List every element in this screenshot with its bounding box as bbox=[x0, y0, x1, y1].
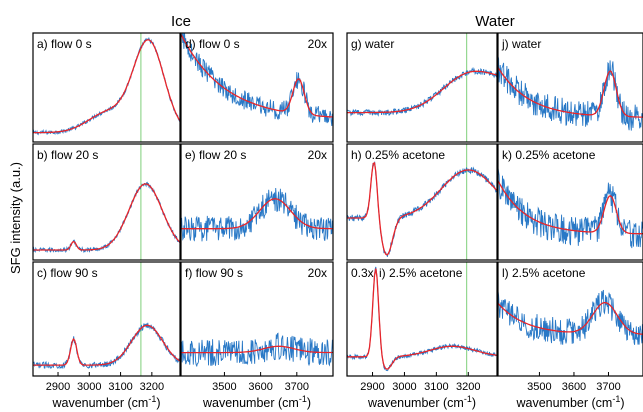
panel-e: e) flow 20 s 20x bbox=[180, 143, 334, 261]
panel-d: d) flow 0 s 20x bbox=[180, 32, 334, 143]
panel-frame bbox=[180, 261, 334, 377]
panel-frame bbox=[346, 261, 498, 377]
fit-curve bbox=[498, 301, 643, 335]
panel-label: h) 0.25% acetone bbox=[351, 148, 445, 162]
data-trace bbox=[347, 161, 497, 257]
x-tick-label: 3100 bbox=[108, 381, 132, 393]
x-tick-label: 3200 bbox=[140, 381, 164, 393]
group-title-ice: Ice bbox=[171, 13, 191, 30]
data-trace bbox=[498, 289, 643, 345]
x-tick-label: 3100 bbox=[424, 381, 448, 393]
x-tick-label: 3600 bbox=[562, 381, 586, 393]
data-trace bbox=[498, 167, 643, 249]
x-tick-label: 2900 bbox=[360, 381, 384, 393]
panel-h: h) 0.25% acetone bbox=[346, 143, 498, 261]
panel-frame bbox=[32, 32, 181, 143]
data-trace bbox=[347, 266, 497, 372]
x-labels-layer: wavenumber (cm-1) wavenumber (cm-1) wavenu… bbox=[51, 394, 624, 410]
x-tick-label: 3500 bbox=[527, 381, 551, 393]
panel-label: i) 2.5% acetone bbox=[379, 266, 463, 280]
x-tick-label: 3600 bbox=[248, 381, 272, 393]
panel-label: g) water bbox=[351, 37, 394, 51]
panel-frame bbox=[497, 261, 643, 377]
panel-f: f) flow 90 s 20x 3500 3600 3700 bbox=[180, 261, 334, 393]
x-tick-label: 3700 bbox=[596, 381, 620, 393]
scale-factor: 20x bbox=[308, 266, 327, 280]
panels-layer: a) flow 0 s b) flow 20 s c) flow 90 s 2900 3… bbox=[32, 32, 643, 393]
panel-frame bbox=[497, 143, 643, 261]
panel-frame bbox=[32, 143, 181, 261]
panel-c: c) flow 90 s 2900 3000 3100 3200 bbox=[32, 261, 181, 393]
fit-curve bbox=[347, 268, 497, 370]
panel-frame bbox=[497, 32, 643, 143]
panel-b: b) flow 20 s bbox=[32, 143, 181, 261]
fit-curve bbox=[498, 67, 643, 118]
x-axis-label: wavenumber (cm-1) bbox=[515, 394, 624, 410]
scale-factor: 20x bbox=[308, 37, 327, 51]
x-tick-label: 3000 bbox=[392, 381, 416, 393]
panel-k: k) 0.25% acetone bbox=[497, 143, 643, 261]
x-tick-label: 3200 bbox=[456, 381, 480, 393]
data-trace bbox=[181, 33, 333, 127]
fit-curve bbox=[33, 39, 180, 134]
panel-frame bbox=[346, 32, 498, 143]
panel-frame bbox=[180, 32, 334, 143]
panel-label: f) flow 90 s bbox=[185, 266, 243, 280]
data-trace bbox=[181, 332, 333, 368]
panel-label: b) flow 20 s bbox=[37, 148, 98, 162]
panel-l: l) 2.5% acetone 3500 3600 3700 bbox=[497, 261, 643, 393]
panel-j: j) water bbox=[497, 32, 643, 143]
x-axis-label: wavenumber (cm-1) bbox=[51, 394, 160, 410]
x-tick-label: 3700 bbox=[285, 381, 309, 393]
fit-curve bbox=[498, 180, 643, 235]
data-trace bbox=[347, 66, 497, 117]
panel-label: j) water bbox=[501, 37, 541, 51]
panel-frame bbox=[180, 143, 334, 261]
data-trace bbox=[33, 322, 180, 370]
scale-factor: 0.3x bbox=[351, 266, 374, 280]
fit-curve bbox=[33, 183, 180, 251]
fit-curve bbox=[181, 34, 333, 118]
panel-label: a) flow 0 s bbox=[37, 37, 92, 51]
panel-g: g) water bbox=[346, 32, 498, 143]
panel-frame bbox=[32, 261, 181, 377]
panel-i: i) 2.5% acetone 0.3x 2900 3000 3100 3200 bbox=[346, 261, 498, 393]
fit-curve bbox=[181, 198, 333, 230]
x-tick-label: 3500 bbox=[212, 381, 236, 393]
fit-curve bbox=[33, 324, 180, 366]
data-trace bbox=[33, 36, 180, 136]
x-axis-label: wavenumber (cm-1) bbox=[202, 394, 311, 410]
group-title-water: Water bbox=[475, 13, 514, 30]
y-axis-label: SFG intensity (a.u.) bbox=[8, 162, 23, 274]
x-tick-label: 2900 bbox=[46, 381, 70, 393]
panel-label: k) 0.25% acetone bbox=[502, 148, 596, 162]
fit-curve bbox=[347, 70, 497, 114]
panel-label: l) 2.5% acetone bbox=[502, 266, 586, 280]
fit-curve bbox=[347, 161, 497, 256]
panel-label: e) flow 20 s bbox=[185, 148, 246, 162]
fit-curve bbox=[181, 345, 333, 354]
data-trace bbox=[498, 56, 643, 131]
data-trace bbox=[33, 181, 180, 254]
x-axis-label: wavenumber (cm-1) bbox=[367, 394, 476, 410]
panel-label: c) flow 90 s bbox=[37, 266, 98, 280]
panel-label: d) flow 0 s bbox=[185, 37, 240, 51]
panel-a: a) flow 0 s bbox=[32, 32, 181, 143]
panel-frame bbox=[346, 143, 498, 261]
scale-factor: 20x bbox=[308, 148, 327, 162]
x-tick-label: 3000 bbox=[77, 381, 101, 393]
